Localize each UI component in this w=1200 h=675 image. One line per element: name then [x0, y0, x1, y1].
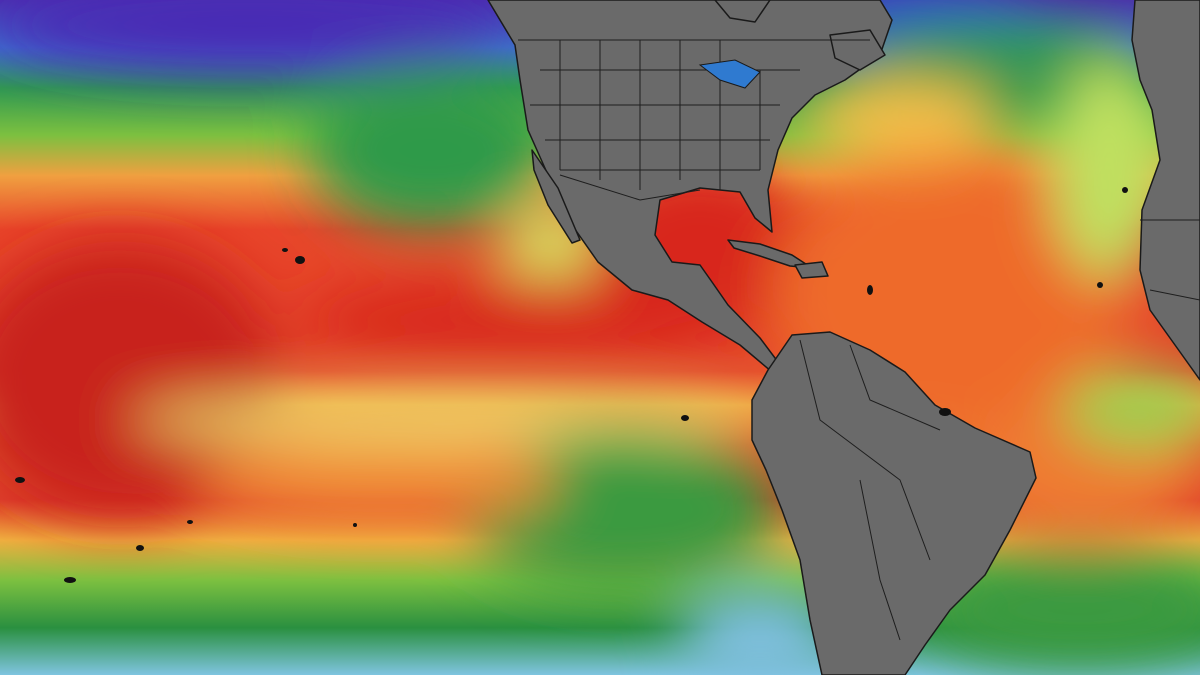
great-lakes [698, 59, 761, 89]
north-america [487, 0, 893, 373]
borders [518, 39, 1200, 641]
hispaniola [794, 261, 829, 279]
greenland-tip [714, 0, 771, 23]
south-america [751, 331, 1037, 675]
baja-california [531, 149, 581, 244]
africa-europe [1131, 0, 1200, 381]
land [15, 0, 1200, 675]
islands [15, 187, 1128, 583]
